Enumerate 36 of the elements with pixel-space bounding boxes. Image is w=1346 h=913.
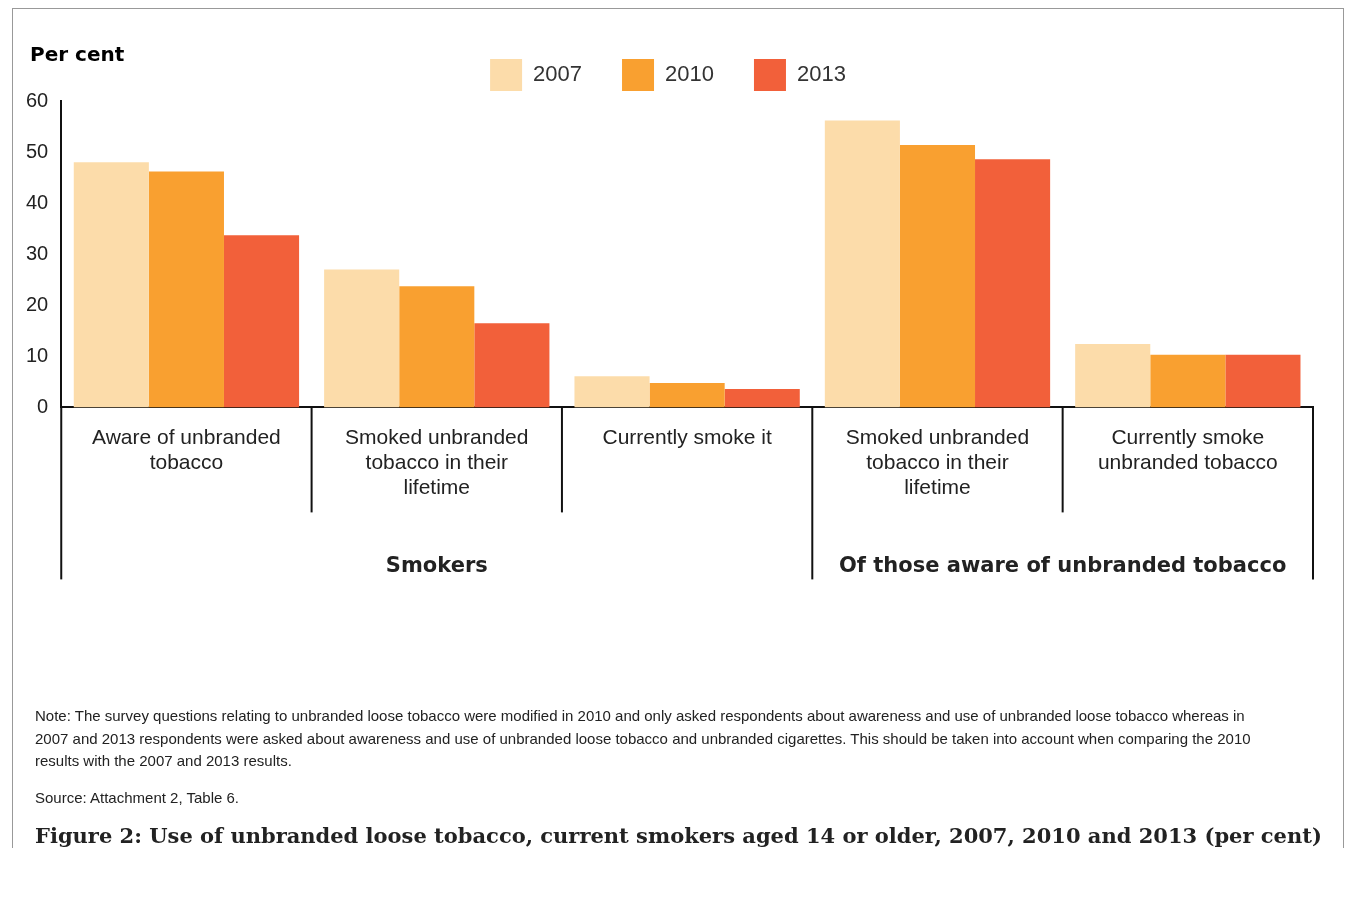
source-note: Source: Attachment 2, Table 6.: [35, 787, 241, 808]
text: Figure 2: Use of unbranded loose tobacco, current smokers aged 14 or older, 2007, 2010 and 2013 (per cent): [34, 823, 1323, 848]
x-tick-label: Smoked unbranded tobacco in their lifetime: [845, 424, 1030, 499]
y-axis-title: Per cent: [30, 42, 125, 66]
bar: [474, 323, 550, 408]
bar: [824, 120, 900, 408]
y-tick-label: 50: [26, 139, 49, 162]
bar: [399, 286, 475, 408]
legend-label: 2010: [665, 61, 714, 87]
legend-label: 2007: [533, 61, 583, 87]
bar: [223, 235, 300, 408]
y-tick-label: 20: [26, 292, 49, 315]
bar: [324, 269, 400, 408]
bar: [899, 144, 976, 408]
y-tick-label: 40: [26, 190, 49, 213]
bar: [649, 382, 725, 408]
y-tick-label: 60: [26, 88, 49, 111]
bar: [574, 376, 650, 408]
bar: [73, 162, 149, 408]
bar: [1075, 344, 1151, 408]
text: Smokers: [385, 553, 488, 578]
x-tick-label: Aware of unbranded tobacco: [92, 424, 281, 473]
x-tick-label: Currently smoke it: [602, 424, 772, 448]
bar: [1150, 354, 1226, 408]
bar: [724, 389, 800, 408]
x-tick-label: Currently smoke unbranded tobacco: [1097, 424, 1278, 473]
y-tick-label: 10: [26, 343, 49, 366]
text: Of those aware of unbranded tobacco: [838, 553, 1287, 578]
legend-label: 2013: [796, 61, 846, 87]
y-tick-label: 30: [26, 241, 49, 264]
bar: [1225, 354, 1301, 408]
x-tick-label: Smoked unbranded tobacco in their lifetime: [345, 424, 529, 499]
text: Note: The survey questions relating to unbranded loose tobacco were modified in 2010 and only asked respondents about awareness and use of unbranded loose tobacco whereas in 2007 and 2013 respondents were asked about awareness and use of unbranded loose tobacco and unbranded cigarettes. This should be taken into account when comparing the 2010 results with the 2007 and 2013 results.: [35, 706, 1252, 771]
bar: [148, 171, 224, 408]
bar: [975, 159, 1051, 408]
y-tick-label: 0: [37, 394, 49, 417]
